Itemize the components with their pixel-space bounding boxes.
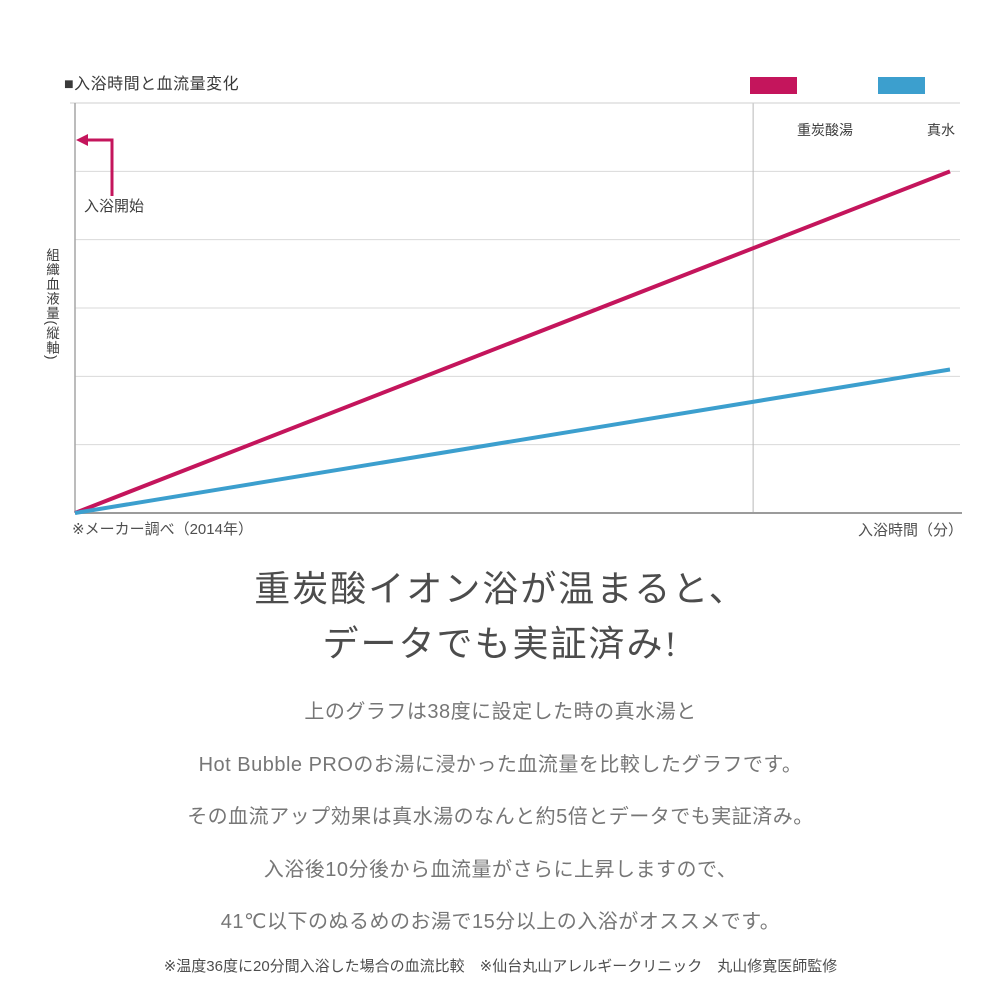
- bath-start-annotation-label: 入浴開始: [84, 198, 145, 215]
- bath-start-arrow: [82, 138, 114, 196]
- chart-title: ■入浴時間と血流量変化: [64, 76, 240, 93]
- series-line-freshwater: [74, 367, 951, 515]
- series-line-bicarbonate: [74, 169, 951, 515]
- blood-flow-chart-canvas: [70, 102, 962, 515]
- legend-label-freshwater: 真水: [927, 122, 955, 138]
- bath-start-arrowhead: [76, 134, 88, 146]
- body-line-5: 41℃以下のぬるめのお湯で15分以上の入浴がオススメです。: [220, 911, 781, 933]
- headline-line-2: データでも実証済み!: [322, 624, 679, 664]
- body-line-3: その血流アップ効果は真水湯のなんと約5倍とデータでも実証済み。: [187, 806, 814, 828]
- y-axis-label: 組織血液量(縦軸): [44, 248, 59, 361]
- body-line-2: Hot Bubble PROのお湯に浸かった血流量を比較したグラフです。: [198, 754, 803, 776]
- legend-swatch-freshwater: [878, 77, 925, 94]
- body-line-4: 入浴後10分後から血流量がさらに上昇しますので、: [263, 859, 738, 881]
- legend-swatch-bicarbonate: [750, 77, 797, 94]
- headline-line-1: 重炭酸イオン浴が温まると、: [254, 569, 747, 609]
- legend-label-bicarbonate: 重炭酸湯: [797, 122, 853, 138]
- body-line-1: 上のグラフは38度に設定した時の真水湯と: [304, 701, 697, 723]
- x-axis-label: 入浴時間（分）: [857, 522, 963, 539]
- source-note: ※メーカー調べ（2014年）: [72, 521, 253, 538]
- footnote: ※温度36度に20分間入浴した場合の血流比較 ※仙台丸山アレルギークリニック 丸…: [163, 958, 838, 975]
